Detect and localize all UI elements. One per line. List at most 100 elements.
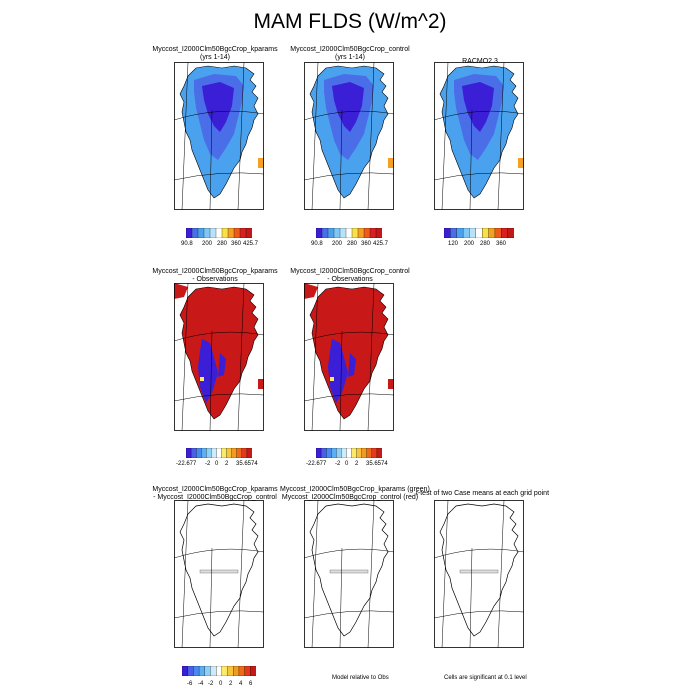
colorbar-cell	[366, 448, 373, 458]
colorbar-cell	[316, 448, 322, 458]
colorbar-cell	[456, 228, 464, 238]
longitude-line	[497, 500, 505, 648]
colorbar-cell	[444, 228, 451, 238]
tick-label: 2	[225, 461, 229, 467]
coastal-cell	[258, 158, 264, 168]
tick-label: 280	[217, 241, 228, 247]
colorbar-cell	[221, 448, 228, 458]
colorbar-cell	[238, 666, 246, 676]
longitude-line	[237, 62, 245, 210]
colorbar-cell	[227, 228, 235, 238]
map-kparams-minus-obs	[174, 283, 264, 431]
colorbar-cell	[209, 228, 217, 238]
longitude-line	[209, 547, 213, 648]
longitude-line	[367, 500, 375, 648]
tick-label: 280	[347, 241, 358, 247]
significance-note: Cells are significant at 0.1 level	[444, 675, 527, 681]
ice-sheet-core	[462, 82, 494, 132]
longitude-line	[367, 62, 375, 210]
map-frame	[434, 500, 524, 648]
tick-label: 0	[345, 461, 349, 467]
colorbar-cell	[351, 228, 359, 238]
tick-label: 2	[229, 681, 233, 687]
colorbar-cell	[469, 228, 477, 238]
colorbar-cell	[186, 448, 192, 458]
tick-label: 360	[231, 241, 242, 247]
colorbar-cell	[196, 448, 202, 458]
negative-bias-region	[218, 353, 226, 377]
colorbar-cell	[227, 666, 234, 676]
colorbar-cell	[226, 448, 233, 458]
tick-label: -6	[187, 681, 193, 687]
map-frame	[174, 500, 264, 648]
map-kparams	[174, 62, 264, 210]
panel-title-2: Myccost_I2000Clm50BgcCrop_control (yrs 1-…	[290, 46, 410, 61]
latitude-line	[174, 610, 264, 619]
colorbar-cell	[494, 228, 502, 238]
colorbar-cell	[361, 448, 368, 458]
latitude-line	[434, 172, 524, 181]
map-racmo	[434, 62, 524, 210]
longitude-line	[469, 547, 473, 648]
tick-label: 0	[219, 681, 223, 687]
latitude-line	[304, 393, 394, 402]
colorbar-cell	[327, 228, 335, 238]
tick-label: 200	[332, 241, 343, 247]
colorbar-cell	[320, 448, 327, 458]
tick-label: 360	[496, 241, 507, 247]
tick-label: 0	[215, 461, 219, 467]
colorbar-cell	[233, 666, 240, 676]
panel-title-1: Myccost_I2000Clm50BgcCrop_kparams (yrs 1-…	[152, 46, 278, 61]
colorbar-cell	[339, 228, 347, 238]
colorbar-case-diff	[182, 666, 256, 676]
colorbar-cell	[331, 448, 337, 458]
longitude-line	[311, 500, 319, 648]
colorbar-cell	[341, 448, 347, 458]
colorbar-cell	[221, 228, 229, 238]
longitude-line	[181, 283, 189, 431]
colorbar-cell	[197, 228, 205, 238]
latitude-line	[434, 610, 524, 619]
diff-field-corner	[304, 283, 318, 299]
label-bar	[199, 569, 239, 574]
colorbar-cell	[204, 666, 211, 676]
colorbar-cell	[507, 228, 514, 238]
tick-label: 6	[249, 681, 253, 687]
latitude-line	[304, 331, 394, 342]
colorbar-cell	[191, 228, 199, 238]
colorbar-cell	[245, 228, 252, 238]
longitude-line	[469, 109, 473, 210]
colorbar-cell	[236, 448, 243, 458]
colorbar-control	[316, 228, 382, 238]
panel-title-3: RACMO2.3	[462, 58, 498, 65]
colorbar-cell	[345, 228, 353, 238]
colorbar-cell	[239, 228, 247, 238]
longitude-line	[497, 62, 505, 210]
colorbar-cell	[316, 228, 323, 238]
tick-label: 4	[239, 681, 243, 687]
tick-label: 90.8	[311, 241, 323, 247]
panel-title-5: Myccost_I2000Clm50BgcCrop_control - Obser…	[290, 268, 410, 283]
negative-bias-region	[328, 339, 348, 403]
colorbar-control-diff	[316, 448, 382, 458]
colorbar-cell	[215, 228, 223, 238]
map-case-difference	[174, 500, 264, 648]
colorbar-cell	[501, 228, 509, 238]
tick-label: 425.7	[373, 241, 389, 247]
longitude-line	[441, 62, 449, 210]
map-content	[434, 500, 524, 648]
near-zero-cell	[330, 377, 334, 381]
tick-label: -2	[208, 681, 214, 687]
map-content	[174, 500, 264, 648]
colorbar-cell	[321, 228, 329, 238]
longitude-line	[209, 109, 213, 210]
colorbar-cell	[210, 666, 217, 676]
colorbar-cell	[231, 448, 238, 458]
near-zero-cell	[200, 377, 204, 381]
colorbar-cell	[250, 666, 256, 676]
map-frame	[434, 62, 524, 210]
tick-label: 280	[480, 241, 491, 247]
map-control	[304, 62, 394, 210]
colorbar-cell	[182, 666, 189, 676]
map-ttest	[434, 500, 524, 648]
